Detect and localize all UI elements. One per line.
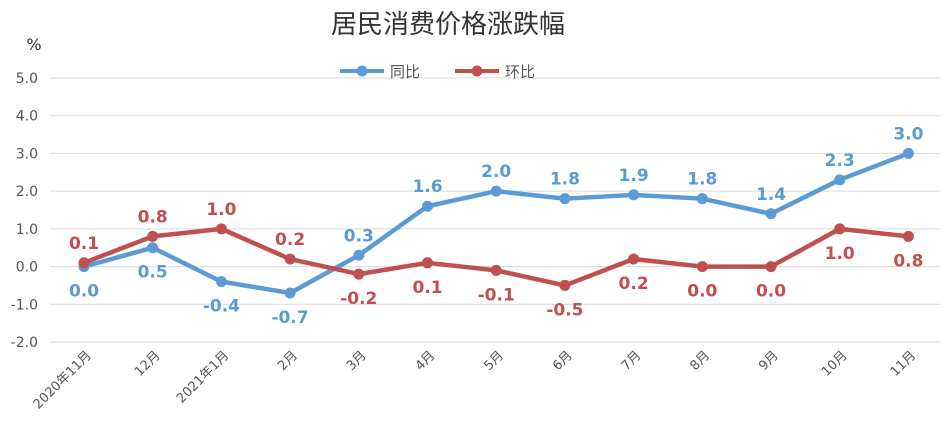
data-label: 1.4	[756, 185, 786, 205]
x-tick-label: 6月	[550, 348, 576, 374]
data-point	[353, 268, 365, 280]
data-label: 2.3	[825, 151, 855, 171]
data-labels: 0.0 0.5 -0.4 -0.7 0.3 1.6 2.0 1.8 1.9 1.8 1.4 2.3 3.…	[69, 124, 924, 328]
x-tick-label: 2021年1月	[174, 348, 232, 406]
data-point	[696, 261, 708, 273]
data-point	[422, 200, 433, 212]
data-label: 0.2	[275, 230, 305, 250]
x-tick-label: 2020年11月	[31, 348, 95, 412]
data-label: 0.8	[893, 251, 923, 271]
x-tick-label: 11月	[888, 348, 919, 379]
data-label: 1.8	[550, 170, 580, 190]
data-label: 0.1	[69, 234, 99, 254]
y-tick-label: 2.0	[16, 184, 38, 200]
data-point	[78, 257, 90, 269]
y-tick-label: 3.0	[16, 146, 38, 162]
y-tick-label: 4.0	[16, 109, 38, 125]
data-label: 0.8	[138, 207, 168, 227]
data-label: -0.5	[546, 300, 583, 320]
series-group	[78, 147, 914, 299]
x-tick-label: 2月	[275, 348, 301, 374]
legend-label: 环比	[505, 63, 535, 81]
data-point	[490, 185, 502, 197]
data-label: 1.9	[619, 166, 649, 186]
x-tick-label: 4月	[413, 348, 439, 374]
data-point	[422, 257, 433, 269]
y-tick-label: 0.0	[16, 260, 38, 276]
y-axis-unit: %	[26, 35, 41, 54]
x-tick-label: 12月	[132, 348, 163, 379]
data-label: 3.0	[893, 124, 923, 144]
data-label: 0.0	[69, 282, 99, 302]
data-label: 0.0	[756, 282, 786, 302]
data-label: 1.6	[412, 177, 442, 197]
y-tick-label: -1.0	[11, 297, 38, 313]
data-point	[490, 264, 502, 276]
data-point	[765, 261, 777, 273]
x-tick-label: 9月	[756, 348, 782, 374]
data-point	[902, 147, 914, 159]
data-label: 0.5	[138, 263, 168, 283]
data-label: 0.1	[412, 278, 442, 298]
y-axis-ticks: 5.0 4.0 3.0 2.0 1.0 0.0 -1.0 -2.0	[11, 71, 38, 351]
data-point	[215, 223, 227, 235]
data-point	[902, 230, 914, 242]
data-point	[353, 249, 365, 261]
data-label: 1.8	[687, 170, 717, 190]
data-point	[284, 253, 296, 265]
legend-label: 同比	[390, 63, 420, 81]
data-point	[559, 279, 571, 291]
data-label: 0.3	[344, 226, 374, 246]
x-tick-label: 8月	[687, 348, 713, 374]
data-point	[147, 242, 159, 254]
legend-marker	[356, 65, 368, 77]
data-label: 0.0	[687, 282, 717, 302]
y-tick-label: 1.0	[16, 222, 38, 238]
x-tick-label: 5月	[481, 348, 507, 374]
legend: 同比 环比	[340, 63, 535, 81]
data-point	[147, 230, 159, 242]
data-label: -0.4	[203, 297, 240, 317]
legend-marker	[471, 65, 483, 77]
data-label: 1.0	[206, 200, 236, 220]
data-point	[765, 208, 777, 220]
chart-title: 居民消费价格涨跌幅	[331, 10, 565, 40]
x-tick-label: 7月	[619, 348, 645, 374]
data-label: 2.0	[481, 162, 511, 182]
data-label: 0.2	[619, 274, 649, 294]
data-point	[559, 193, 571, 205]
x-tick-label: 3月	[344, 348, 370, 374]
data-label: -0.7	[272, 308, 309, 328]
x-tick-label: 10月	[819, 348, 850, 379]
y-tick-label: 5.0	[16, 71, 38, 87]
data-point	[628, 253, 640, 265]
data-label: -0.1	[478, 285, 515, 305]
y-tick-label: -2.0	[11, 335, 38, 351]
data-point	[696, 193, 708, 205]
data-point	[215, 276, 227, 288]
data-point	[834, 223, 846, 235]
data-label: 1.0	[825, 244, 855, 264]
data-point	[284, 287, 296, 299]
data-point	[628, 189, 640, 201]
data-point	[834, 174, 846, 186]
x-axis-ticks: 2020年11月 12月 2021年1月 2月 3月 4月 5月 6月 7月 8月 9月 10月 11月	[31, 348, 919, 412]
data-label: -0.2	[340, 289, 377, 309]
